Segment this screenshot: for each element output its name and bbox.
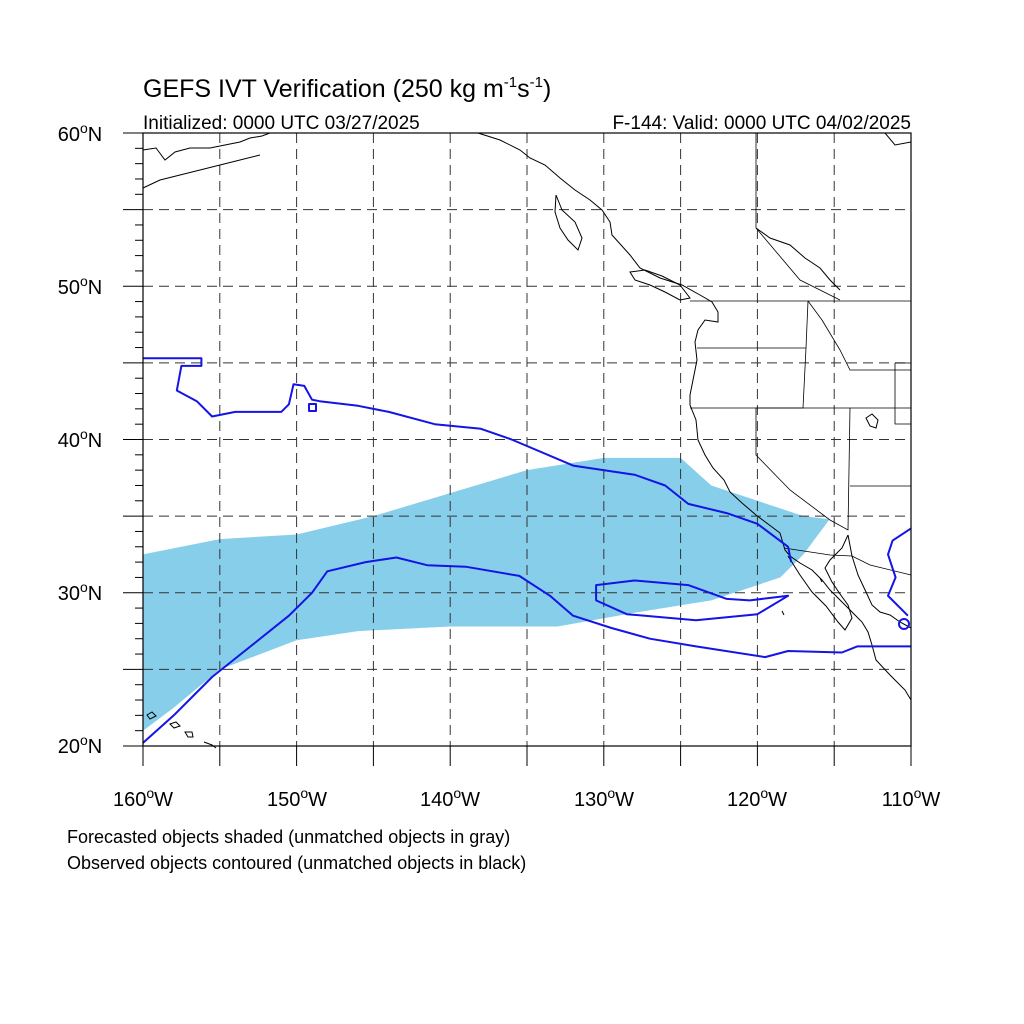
axis-ticks <box>123 132 912 766</box>
map-title-main: GEFS IVT Verification (250 kg m <box>143 75 504 103</box>
lat-label-30: 30oN <box>58 579 103 605</box>
observed-small-object-east <box>898 618 910 630</box>
british-columbia-islands <box>554 194 691 301</box>
political-borders <box>690 133 912 576</box>
map-title-mid: s <box>517 75 530 103</box>
utah-border <box>850 407 911 487</box>
mexico-coastline <box>847 534 912 629</box>
wyoming-border <box>894 362 911 425</box>
north-america-coastline <box>477 132 912 701</box>
lat-label-50: 50oN <box>58 273 103 299</box>
lon-label-160: 160oW <box>113 785 173 811</box>
observed-small-object <box>308 403 317 412</box>
map-frame <box>142 132 912 747</box>
observed-contour-3 <box>595 579 790 622</box>
lon-label-140: 140oW <box>420 785 480 811</box>
canada-inland-line <box>755 132 912 291</box>
lat-label-40: 40oN <box>58 426 103 452</box>
observed-contour-4 <box>887 527 912 617</box>
bc-alberta-border <box>755 133 841 301</box>
observed-contour-1 <box>143 357 793 563</box>
observed-ivt-contours <box>142 357 912 744</box>
idaho-border <box>807 300 911 371</box>
coastlines <box>142 132 912 749</box>
footnote-forecast: Forecasted objects shaded (unmatched obj… <box>67 827 510 847</box>
alaska-coastline <box>142 132 271 189</box>
footnote-observed: Observed objects contoured (unmatched ob… <box>67 853 526 873</box>
washington-oregon-line <box>805 300 809 349</box>
us-mexico-border <box>783 547 912 576</box>
map-title-sup2: -1 <box>530 74 543 91</box>
baja-california-coastline <box>787 534 853 631</box>
inland-lake <box>865 413 879 429</box>
map-title: GEFS IVT Verification (250 kg m-1s-1) <box>143 74 551 103</box>
lat-label-20: 20oN <box>58 732 103 758</box>
oregon-border <box>690 347 807 409</box>
observed-contour-2 <box>142 556 911 744</box>
lat-label-60: 60oN <box>58 120 103 146</box>
hawaii-islands <box>146 711 217 749</box>
longitude-labels: 160oW 150oW 140oW 130oW 120oW 110oW <box>113 785 940 811</box>
map-title-sup1: -1 <box>504 74 517 91</box>
map-title-end: ) <box>543 75 551 103</box>
latitude-labels: 20oN 30oN 40oN 50oN 60oN <box>58 120 103 758</box>
lon-label-120: 120oW <box>727 785 787 811</box>
forecast-ivt-object <box>143 457 830 731</box>
graticule <box>143 133 911 746</box>
valid-time-label: F-144: Valid: 0000 UTC 04/02/2025 <box>612 113 911 134</box>
islands-gulf-california <box>781 577 823 616</box>
map-panel <box>123 132 912 766</box>
init-time-label: Initialized: 0000 UTC 03/27/2025 <box>143 113 420 134</box>
lon-label-110: 110oW <box>882 785 941 811</box>
lon-label-130: 130oW <box>574 785 634 811</box>
lon-label-150: 150oW <box>267 785 327 811</box>
